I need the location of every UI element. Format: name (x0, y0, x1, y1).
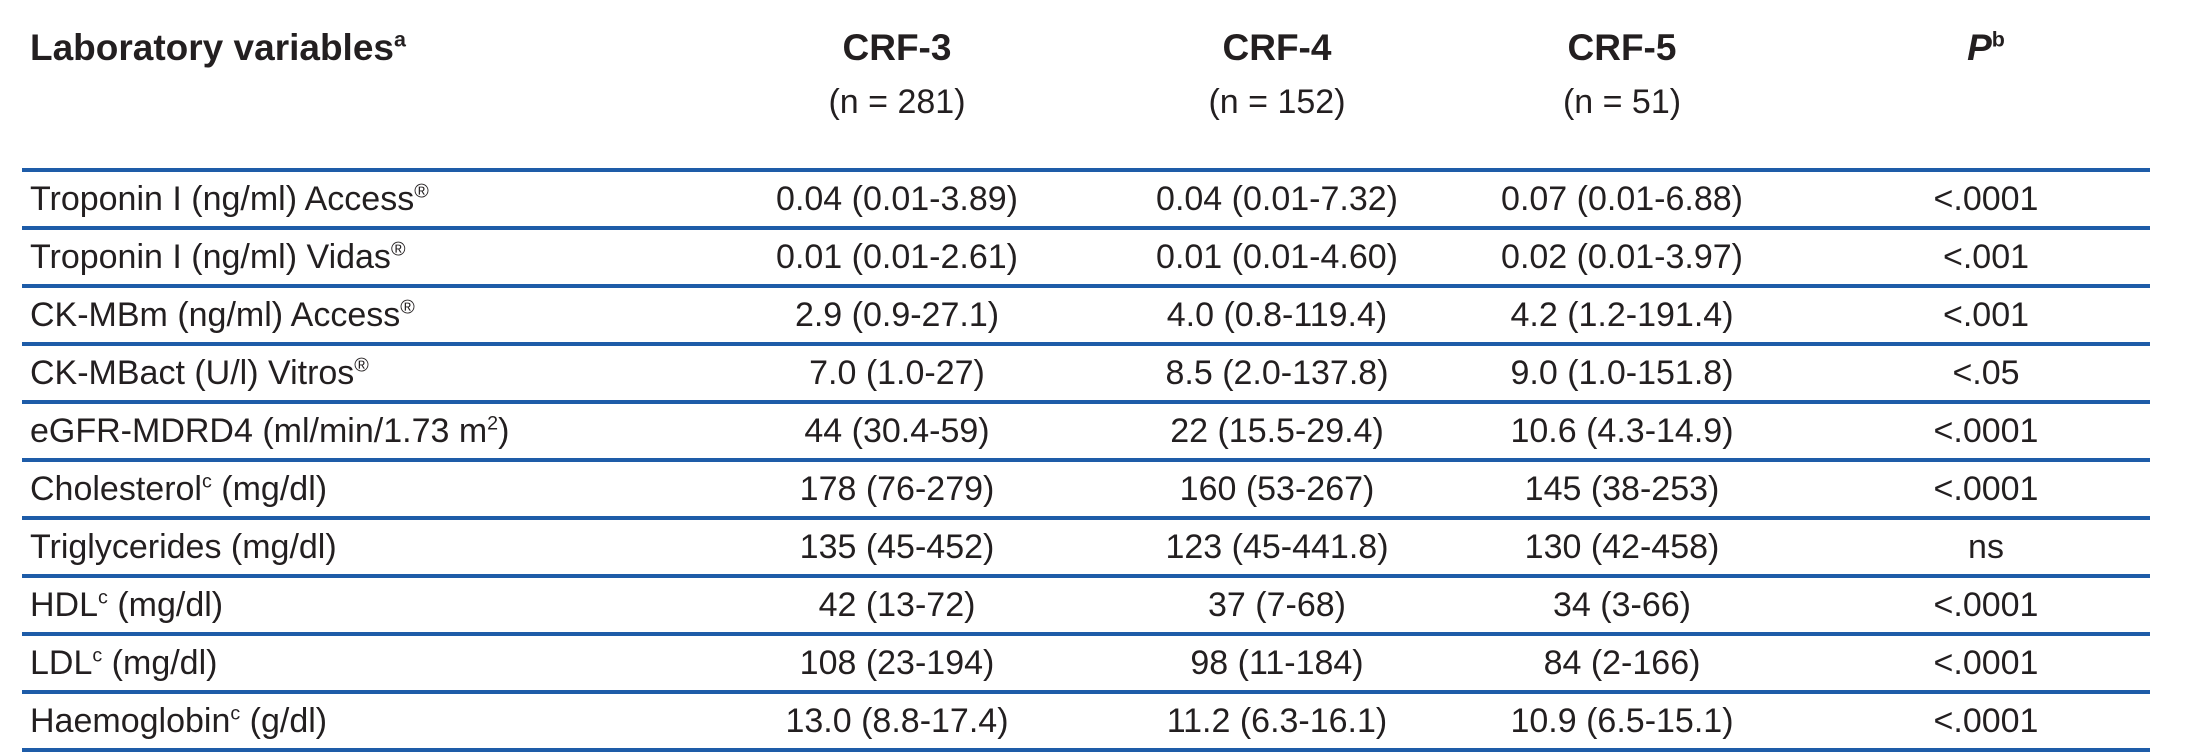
crf3-value: 178 (76-279) (662, 460, 1132, 520)
column-header-p-value: Pb (1822, 0, 2150, 172)
crf3-value: 7.0 (1.0-27) (662, 344, 1132, 404)
label-superscript: ® (414, 180, 429, 203)
table-body: Troponin I (ng/ml) Access® 0.04 (0.01-3.… (22, 170, 2150, 752)
header-row: Laboratory variablesa CRF-3 (n = 281) CR… (22, 0, 2150, 172)
table-header: Laboratory variablesa CRF-3 (n = 281) CR… (22, 0, 2150, 172)
column-header-laboratory-variables: Laboratory variablesa (22, 0, 662, 172)
p-value: <.001 (1822, 228, 2150, 288)
label-superscript: c (201, 470, 212, 493)
crf3-value: 42 (13-72) (662, 576, 1132, 636)
table-row: CK-MBm (ng/ml) Access® 2.9 (0.9-27.1) 4.… (22, 286, 2150, 346)
crf5-value: 4.2 (1.2-191.4) (1422, 286, 1822, 346)
table-row: Troponin I (ng/ml) Vidas® 0.01 (0.01-2.6… (22, 228, 2150, 288)
crf3-sample-size: (n = 281) (828, 83, 966, 121)
crf5-value: 145 (38-253) (1422, 460, 1822, 520)
p-value: <.0001 (1822, 692, 2150, 752)
crf5-value: 0.07 (0.01-6.88) (1422, 170, 1822, 230)
table-row: CK-MBact (U/l) Vitros® 7.0 (1.0-27) 8.5 … (22, 344, 2150, 404)
crf4-value: 0.04 (0.01-7.32) (1132, 170, 1422, 230)
crf5-value: 9.0 (1.0-151.8) (1422, 344, 1822, 404)
label-superscript: ® (390, 238, 406, 261)
crf3-value: 13.0 (8.8-17.4) (662, 692, 1132, 752)
crf4-value: 4.0 (0.8-119.4) (1132, 286, 1422, 346)
variable-label: CK-MBact (U/l) Vitros® (22, 344, 662, 404)
table-row: HDLc (mg/dl) 42 (13-72) 37 (7-68) 34 (3-… (22, 576, 2150, 636)
column-header-crf5: CRF-5 (n = 51) (1422, 0, 1822, 172)
label-superscript: ® (354, 354, 369, 377)
crf5-value: 0.02 (0.01-3.97) (1422, 228, 1822, 288)
variable-label: eGFR-MDRD4 (ml/min/1.73 m2) (22, 402, 662, 462)
variable-label: Cholesterolc (mg/dl) (22, 460, 662, 520)
p-value: <.0001 (1822, 634, 2150, 694)
label-superscript: c (92, 644, 103, 667)
p-value: ns (1822, 518, 2150, 578)
crf3-value: 108 (23-194) (662, 634, 1132, 694)
table-row: Troponin I (ng/ml) Access® 0.04 (0.01-3.… (22, 170, 2150, 230)
p-value: <.0001 (1822, 402, 2150, 462)
crf5-sample-size: (n = 51) (1562, 83, 1682, 121)
p-value: <.0001 (1822, 460, 2150, 520)
variable-label: Haemoglobinc (g/dl) (22, 692, 662, 752)
crf4-value: 11.2 (6.3-16.1) (1132, 692, 1422, 752)
crf4-value: 8.5 (2.0-137.8) (1132, 344, 1422, 404)
variable-label: CK-MBm (ng/ml) Access® (22, 286, 662, 346)
crf5-value: 10.9 (6.5-15.1) (1422, 692, 1822, 752)
label-superscript: c (230, 702, 241, 725)
crf4-value: 0.01 (0.01-4.60) (1132, 228, 1422, 288)
variable-label: Triglycerides (mg/dl) (22, 518, 662, 578)
p-value: <.0001 (1822, 170, 2150, 230)
column-header-crf4: CRF-4 (n = 152) (1132, 0, 1422, 172)
variable-label: HDLc (mg/dl) (22, 576, 662, 636)
crf4-header-label: CRF-4 (1222, 27, 1332, 68)
laboratory-variables-table: Laboratory variablesa CRF-3 (n = 281) CR… (22, 0, 2150, 752)
crf5-value: 130 (42-458) (1422, 518, 1822, 578)
variable-label: Troponin I (ng/ml) Vidas® (22, 228, 662, 288)
crf3-header-label: CRF-3 (842, 27, 952, 68)
crf5-header-label: CRF-5 (1567, 27, 1677, 68)
label-superscript: ® (400, 296, 415, 319)
crf4-value: 98 (11-184) (1132, 634, 1422, 694)
table-title: Laboratory variablesa (30, 27, 406, 68)
table-row: LDLc (mg/dl) 108 (23-194) 98 (11-184) 84… (22, 634, 2150, 694)
footnote-marker-b: b (1991, 27, 2005, 52)
crf4-value: 123 (45-441.8) (1132, 518, 1422, 578)
crf5-value: 10.6 (4.3-14.9) (1422, 402, 1822, 462)
label-superscript: c (98, 586, 108, 609)
label-superscript: 2 (487, 412, 499, 435)
crf3-value: 135 (45-452) (662, 518, 1132, 578)
column-header-crf3: CRF-3 (n = 281) (662, 0, 1132, 172)
footnote-marker-a: a (393, 27, 406, 52)
p-value: <.05 (1822, 344, 2150, 404)
crf3-value: 2.9 (0.9-27.1) (662, 286, 1132, 346)
crf5-value: 84 (2-166) (1422, 634, 1822, 694)
crf5-value: 34 (3-66) (1422, 576, 1822, 636)
variable-label: LDLc (mg/dl) (22, 634, 662, 694)
p-header-label: Pb (1967, 27, 2005, 68)
crf4-sample-size: (n = 152) (1208, 83, 1346, 121)
crf3-value: 0.01 (0.01-2.61) (662, 228, 1132, 288)
table-row: Cholesterolc (mg/dl) 178 (76-279) 160 (5… (22, 460, 2150, 520)
table-row: eGFR-MDRD4 (ml/min/1.73 m2) 44 (30.4-59)… (22, 402, 2150, 462)
table-row: Haemoglobinc (g/dl) 13.0 (8.8-17.4) 11.2… (22, 692, 2150, 752)
p-value: <.0001 (1822, 576, 2150, 636)
crf4-value: 22 (15.5-29.4) (1132, 402, 1422, 462)
crf4-value: 160 (53-267) (1132, 460, 1422, 520)
crf3-value: 0.04 (0.01-3.89) (662, 170, 1132, 230)
crf4-value: 37 (7-68) (1132, 576, 1422, 636)
crf3-value: 44 (30.4-59) (662, 402, 1132, 462)
variable-label: Troponin I (ng/ml) Access® (22, 170, 662, 230)
table-row: Triglycerides (mg/dl) 135 (45-452) 123 (… (22, 518, 2150, 578)
p-value: <.001 (1822, 286, 2150, 346)
